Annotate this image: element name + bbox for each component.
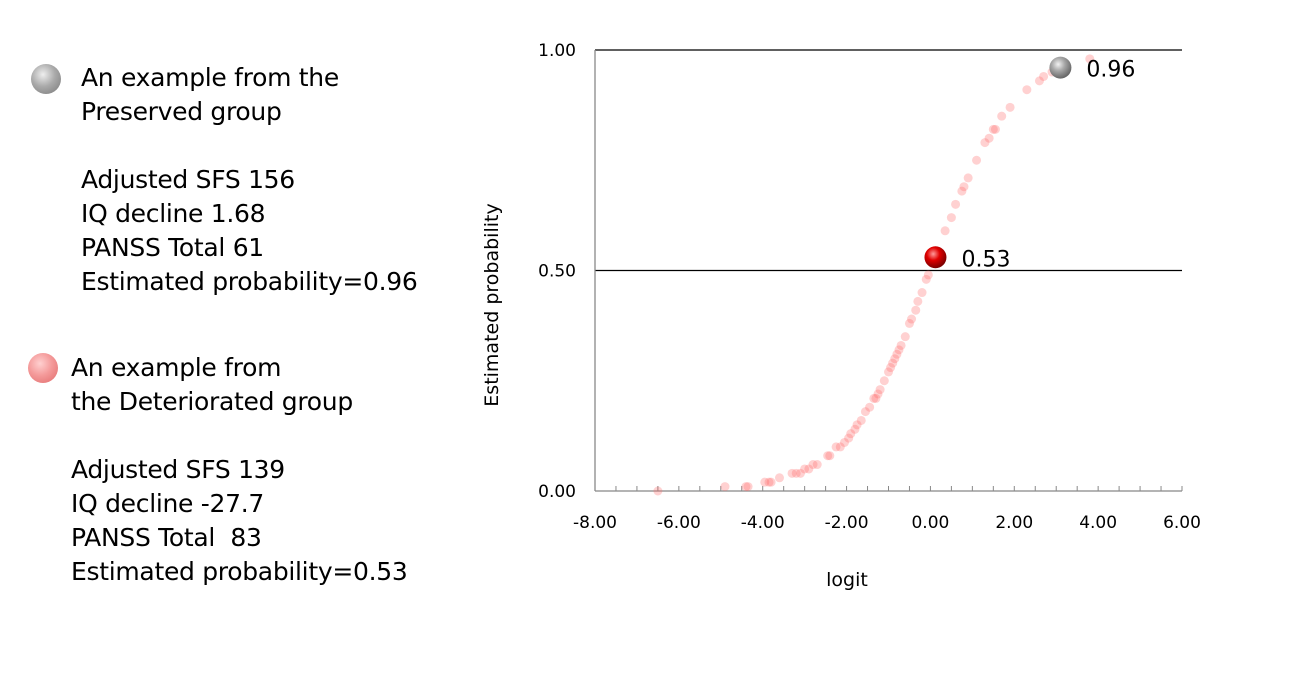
legend-title-line: An example from bbox=[71, 353, 282, 382]
data-point bbox=[825, 451, 835, 461]
data-point bbox=[856, 415, 866, 425]
legend-title-line: An example from the bbox=[81, 63, 339, 92]
data-point bbox=[917, 288, 927, 298]
data-point bbox=[951, 199, 961, 209]
data-point bbox=[997, 111, 1007, 121]
legend-detail-line: Adjusted SFS 139 bbox=[71, 455, 285, 484]
data-point bbox=[846, 429, 856, 439]
data-point bbox=[852, 420, 862, 430]
data-point bbox=[921, 274, 931, 284]
y-tick-label: 0.00 bbox=[538, 482, 576, 502]
red-ball-icon bbox=[28, 353, 58, 383]
legend-detail-line: PANSS Total 61 bbox=[81, 233, 264, 262]
data-point bbox=[886, 363, 896, 373]
x-tick-label: -6.00 bbox=[657, 513, 701, 533]
data-point bbox=[804, 464, 814, 474]
data-point bbox=[988, 124, 998, 134]
data-point bbox=[963, 173, 973, 183]
data-point bbox=[911, 305, 921, 315]
legend-detail-line: IQ decline 1.68 bbox=[81, 199, 266, 228]
data-point bbox=[879, 376, 889, 386]
x-axis-label: logit bbox=[826, 569, 868, 591]
y-tick-label: 1.00 bbox=[538, 41, 576, 61]
data-point bbox=[795, 468, 805, 478]
data-point bbox=[791, 468, 801, 478]
data-point bbox=[774, 473, 784, 483]
data-point bbox=[743, 482, 753, 492]
data-point bbox=[741, 482, 751, 492]
data-point bbox=[1039, 71, 1049, 81]
data-point bbox=[959, 182, 969, 192]
data-point bbox=[884, 367, 893, 377]
legend-detail-line: Estimated probability=0.53 bbox=[71, 557, 408, 586]
data-point bbox=[808, 460, 818, 470]
x-tick-label: -2.00 bbox=[825, 513, 869, 533]
legend-detail-line: IQ decline -27.7 bbox=[71, 489, 264, 518]
data-point bbox=[865, 402, 875, 412]
legend-preserved: An example from the Preserved group Adju… bbox=[81, 61, 418, 299]
data-point bbox=[800, 464, 810, 474]
data-point bbox=[875, 385, 885, 395]
data-point bbox=[984, 133, 994, 143]
legend-detail-line: Adjusted SFS 156 bbox=[81, 165, 295, 194]
data-point bbox=[850, 424, 860, 434]
x-tick-label: 6.00 bbox=[1163, 513, 1201, 533]
data-point bbox=[720, 482, 730, 492]
data-point bbox=[980, 138, 990, 148]
y-tick-label: 0.50 bbox=[538, 262, 576, 282]
data-point bbox=[653, 486, 663, 496]
legend-title-line: Preserved group bbox=[81, 97, 282, 126]
highlight-point-preserved bbox=[1049, 56, 1072, 79]
x-tick-label: 4.00 bbox=[1079, 513, 1117, 533]
data-point bbox=[1085, 54, 1095, 64]
data-point bbox=[888, 358, 898, 368]
data-point bbox=[896, 340, 906, 350]
data-point bbox=[844, 433, 854, 443]
data-point bbox=[873, 389, 883, 399]
data-point bbox=[839, 437, 849, 447]
data-point bbox=[972, 155, 982, 165]
data-point bbox=[1034, 76, 1044, 86]
highlight-label: 0.53 bbox=[961, 247, 1010, 272]
data-point bbox=[940, 226, 950, 236]
data-point bbox=[835, 442, 845, 452]
data-point bbox=[764, 477, 774, 487]
data-point bbox=[894, 345, 904, 355]
legend-detail-line: Estimated probability=0.96 bbox=[81, 267, 418, 296]
data-point bbox=[904, 318, 914, 328]
data-point bbox=[892, 349, 902, 359]
legend-deteriorated: An example from the Deteriorated group A… bbox=[71, 351, 408, 589]
data-point bbox=[871, 393, 881, 403]
x-tick-label: 0.00 bbox=[911, 513, 949, 533]
data-point bbox=[946, 213, 956, 223]
data-point bbox=[907, 314, 917, 324]
data-point bbox=[957, 186, 967, 196]
gray-ball-icon bbox=[31, 64, 61, 94]
data-point bbox=[812, 460, 822, 470]
data-point bbox=[860, 407, 870, 417]
data-point bbox=[869, 393, 879, 403]
x-tick-label: -8.00 bbox=[573, 513, 617, 533]
data-point bbox=[787, 468, 797, 478]
legend-title-line: the Deteriorated group bbox=[71, 387, 353, 416]
y-axis-label: Estimated probability bbox=[481, 203, 503, 406]
data-point bbox=[760, 477, 770, 487]
data-point bbox=[766, 477, 776, 487]
x-tick-label: -4.00 bbox=[741, 513, 785, 533]
data-point bbox=[831, 442, 841, 452]
data-point bbox=[990, 124, 1000, 134]
highlight-point-deteriorated bbox=[924, 246, 947, 269]
x-tick-label: 2.00 bbox=[995, 513, 1033, 533]
data-point bbox=[900, 332, 910, 342]
data-point bbox=[823, 451, 833, 461]
data-point bbox=[1022, 85, 1032, 95]
legend-detail-line: PANSS Total 83 bbox=[71, 523, 262, 552]
data-point bbox=[923, 270, 933, 280]
data-point bbox=[890, 354, 900, 364]
data-point bbox=[1005, 102, 1015, 112]
data-point bbox=[913, 296, 923, 306]
highlight-label: 0.96 bbox=[1086, 58, 1135, 83]
